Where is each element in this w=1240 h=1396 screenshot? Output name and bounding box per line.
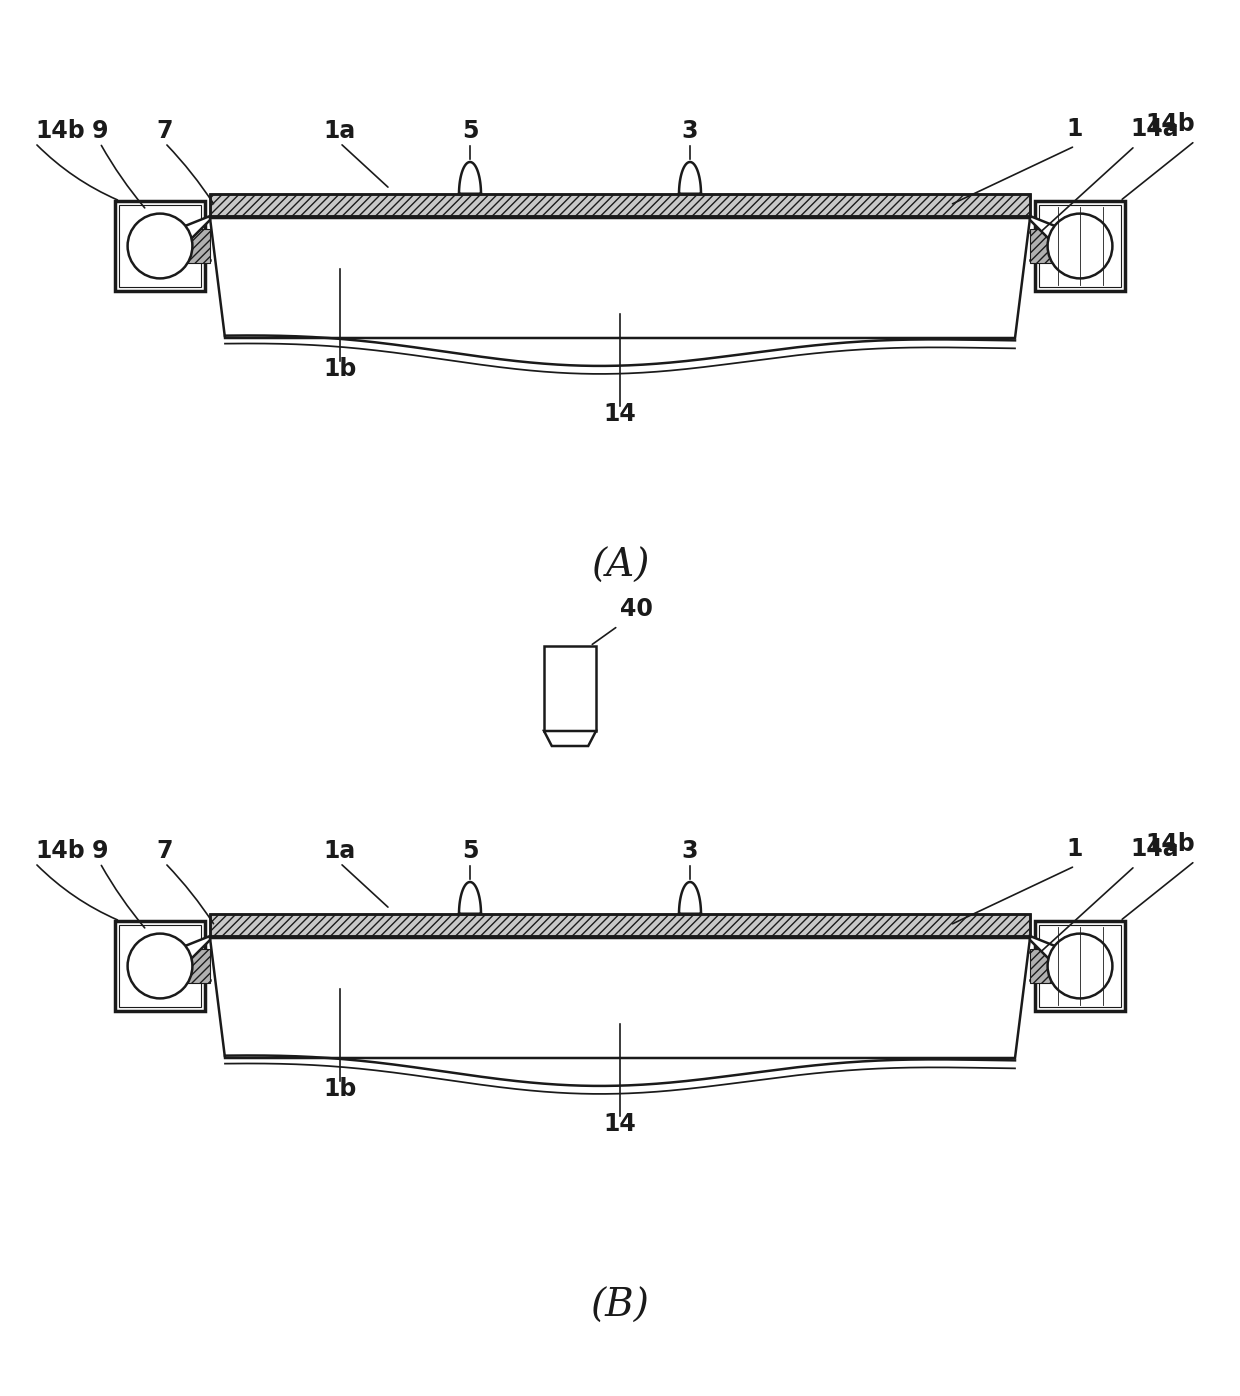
Text: 7: 7 (156, 839, 174, 863)
Polygon shape (210, 218, 1030, 338)
Bar (115, 201, 205, 290)
Text: (A): (A) (590, 547, 650, 585)
Bar (544, 646, 596, 732)
Polygon shape (1030, 949, 1070, 983)
Polygon shape (1030, 935, 1070, 980)
Polygon shape (1030, 229, 1070, 262)
Text: 14: 14 (604, 1113, 636, 1136)
Polygon shape (1030, 216, 1070, 260)
Text: 3: 3 (682, 839, 698, 863)
Text: 5: 5 (461, 839, 479, 863)
Bar (119, 926, 201, 1007)
Bar (1039, 926, 1121, 1007)
Text: 1b: 1b (324, 1076, 357, 1101)
Text: 40: 40 (620, 597, 653, 621)
Circle shape (128, 214, 192, 278)
Bar (119, 205, 201, 288)
Bar (1035, 921, 1125, 1011)
Circle shape (1048, 934, 1112, 998)
Polygon shape (210, 914, 1030, 935)
Text: 3: 3 (682, 119, 698, 142)
Text: 14b: 14b (35, 839, 84, 863)
Polygon shape (210, 938, 1030, 1058)
Text: 1b: 1b (324, 357, 357, 381)
Bar (1035, 201, 1125, 290)
Polygon shape (459, 882, 481, 914)
Text: 14b: 14b (35, 119, 84, 142)
Text: 1a: 1a (324, 839, 356, 863)
Polygon shape (210, 194, 1030, 216)
Bar (1039, 205, 1121, 288)
Polygon shape (170, 229, 210, 262)
Text: 1: 1 (1066, 838, 1084, 861)
Polygon shape (544, 732, 596, 745)
Text: 14a: 14a (1130, 117, 1179, 141)
Polygon shape (170, 935, 210, 980)
Text: 14: 14 (604, 402, 636, 426)
Circle shape (128, 934, 192, 998)
Text: 14a: 14a (1130, 838, 1179, 861)
Text: 9: 9 (92, 839, 108, 863)
Text: 1a: 1a (324, 119, 356, 142)
Bar (115, 921, 205, 1011)
Text: 7: 7 (156, 119, 174, 142)
Polygon shape (170, 949, 210, 983)
Circle shape (1048, 214, 1112, 278)
Text: 9: 9 (92, 119, 108, 142)
Text: 1: 1 (1066, 117, 1084, 141)
Text: 14b: 14b (1146, 112, 1195, 135)
Polygon shape (680, 882, 701, 914)
Polygon shape (170, 216, 210, 260)
Polygon shape (680, 162, 701, 194)
Polygon shape (459, 162, 481, 194)
Text: 5: 5 (461, 119, 479, 142)
Text: (B): (B) (590, 1287, 650, 1325)
Text: 14b: 14b (1146, 832, 1195, 856)
